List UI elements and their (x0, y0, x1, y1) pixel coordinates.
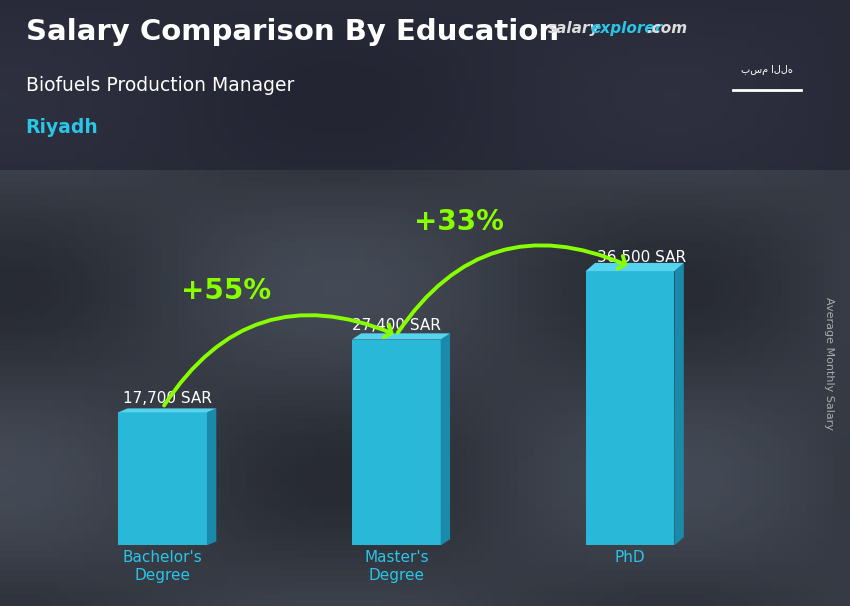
Text: بسم الله: بسم الله (741, 65, 793, 76)
Text: 36,500 SAR: 36,500 SAR (598, 250, 686, 265)
Text: Biofuels Production Manager: Biofuels Production Manager (26, 76, 294, 95)
Bar (352, 339, 440, 545)
Text: Average Monthly Salary: Average Monthly Salary (824, 297, 834, 430)
Polygon shape (352, 333, 450, 339)
Text: .com: .com (646, 21, 687, 36)
Text: Riyadh: Riyadh (26, 118, 99, 137)
Polygon shape (586, 263, 683, 271)
Text: 27,400 SAR: 27,400 SAR (352, 319, 441, 333)
Bar (118, 413, 207, 545)
Text: explorer: explorer (591, 21, 663, 36)
Text: salary: salary (548, 21, 601, 36)
Text: Salary Comparison By Education: Salary Comparison By Education (26, 18, 558, 46)
Polygon shape (440, 333, 450, 545)
Text: +33%: +33% (415, 208, 504, 236)
Bar (586, 271, 675, 545)
Polygon shape (207, 408, 216, 545)
Polygon shape (674, 263, 683, 545)
Text: +55%: +55% (180, 277, 271, 305)
Polygon shape (118, 408, 216, 413)
Text: 17,700 SAR: 17,700 SAR (122, 391, 212, 407)
